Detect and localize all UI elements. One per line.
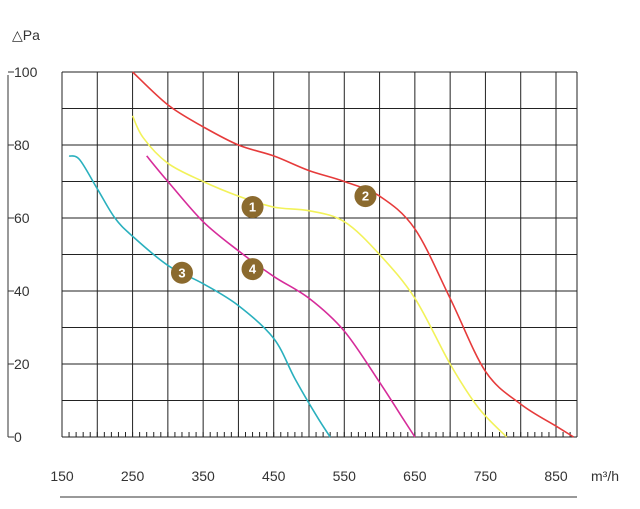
curve-series-4 bbox=[146, 155, 416, 438]
curve-label-badge bbox=[354, 185, 377, 208]
y-tick-label: 60 bbox=[14, 210, 30, 226]
y-tick-label: 80 bbox=[14, 137, 30, 153]
curve-series-1 bbox=[131, 115, 508, 438]
y-tick-label: 0 bbox=[14, 429, 22, 445]
x-tick-label: 650 bbox=[403, 468, 427, 484]
plot-grid bbox=[61, 71, 578, 438]
curve-label-text: 4 bbox=[249, 262, 257, 277]
curve-label-3: 3 bbox=[170, 261, 193, 284]
curve-label-text: 3 bbox=[178, 265, 185, 280]
x-tick-labels: 150 250 350 450 550 650 750 850 bbox=[50, 468, 568, 484]
curve-label-badge bbox=[241, 258, 264, 281]
x-tick-label: 550 bbox=[333, 468, 357, 484]
x-tick-label: 450 bbox=[262, 468, 286, 484]
curve-label-text: 2 bbox=[362, 189, 369, 204]
curve-label-badge bbox=[241, 196, 264, 219]
y-axis-label: △Pa bbox=[12, 27, 40, 43]
y-tick-label: 100 bbox=[14, 64, 38, 80]
x-axis-label: m³/h bbox=[591, 468, 619, 484]
curve-label-1: 1 bbox=[241, 196, 264, 219]
x-tick-label: 350 bbox=[191, 468, 215, 484]
curve-label-4: 4 bbox=[241, 258, 264, 281]
curve-labels: 1 2 3 4 bbox=[170, 185, 377, 284]
x-tick-label: 150 bbox=[50, 468, 74, 484]
x-minor-ticks bbox=[61, 432, 571, 437]
x-tick-label: 750 bbox=[474, 468, 498, 484]
curve-label-text: 1 bbox=[249, 200, 256, 215]
y-tick-label: 40 bbox=[14, 283, 30, 299]
x-tick-label: 850 bbox=[544, 468, 568, 484]
y-tick-label: 20 bbox=[14, 356, 30, 372]
curve-series-3 bbox=[68, 155, 331, 438]
x-tick-label: 250 bbox=[121, 468, 145, 484]
curve-label-badge bbox=[170, 261, 193, 284]
curve-label-2: 2 bbox=[354, 185, 377, 208]
y-tick-labels: 0 20 40 60 80 100 bbox=[8, 64, 38, 445]
